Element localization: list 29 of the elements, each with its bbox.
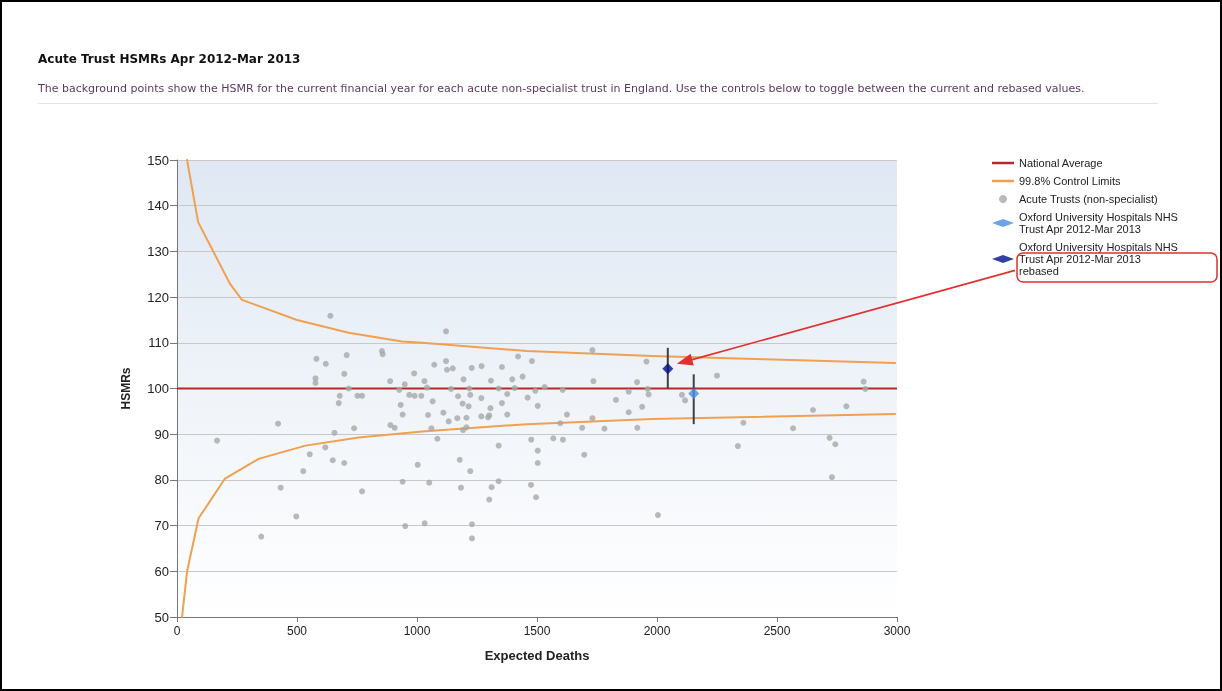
- y-tick-label: 120: [147, 289, 169, 305]
- x-tick-label: 1500: [523, 624, 551, 638]
- legend-label: Acute Trusts (non-specialist): [1019, 193, 1158, 205]
- chart-subtitle: The background points show the HSMR for the current financial year for each acute non-specialist trust in England. Use the controls below to toggle between the current and rebased values.: [38, 82, 1158, 104]
- x-tick-label: 3000: [883, 624, 911, 638]
- y-axis-title: HSMRs: [119, 367, 133, 410]
- legend-label: Oxford University Hospitals NHS Trust Apr 2012-Mar 2013: [1019, 211, 1181, 235]
- legend-label: 99.8% Control Limits: [1019, 175, 1121, 187]
- y-tick-label: 70: [154, 518, 169, 534]
- y-tick-label: 100: [147, 381, 169, 396]
- y-tick-label: 90: [154, 426, 169, 442]
- x-tick-label: 500: [286, 624, 308, 638]
- legend-label: Oxford University Hospitals NHS Trust Apr 2012-Mar 2013 rebased: [1019, 241, 1181, 277]
- legend-label: National Average: [1019, 157, 1103, 169]
- y-tick-label: 140: [147, 198, 169, 214]
- y-tick-label: 60: [154, 563, 169, 579]
- line-series: [181, 413, 897, 618]
- y-tick-label: 130: [147, 243, 169, 259]
- x-tick-label: 0: [173, 624, 181, 638]
- y-tick-label: 150: [147, 152, 169, 168]
- x-tick-label: 2000: [643, 624, 671, 638]
- x-tick-label: 2500: [763, 624, 791, 638]
- line-series: [186, 159, 897, 364]
- chart-title: Acute Trust HSMRs Apr 2012-Mar 2013: [38, 52, 301, 66]
- y-tick-label: 110: [148, 335, 169, 351]
- x-axis-title: Expected Deaths: [484, 648, 590, 663]
- x-tick-label: 1000: [403, 624, 431, 638]
- y-tick-label: 50: [154, 609, 169, 625]
- y-tick-label: 80: [154, 472, 169, 488]
